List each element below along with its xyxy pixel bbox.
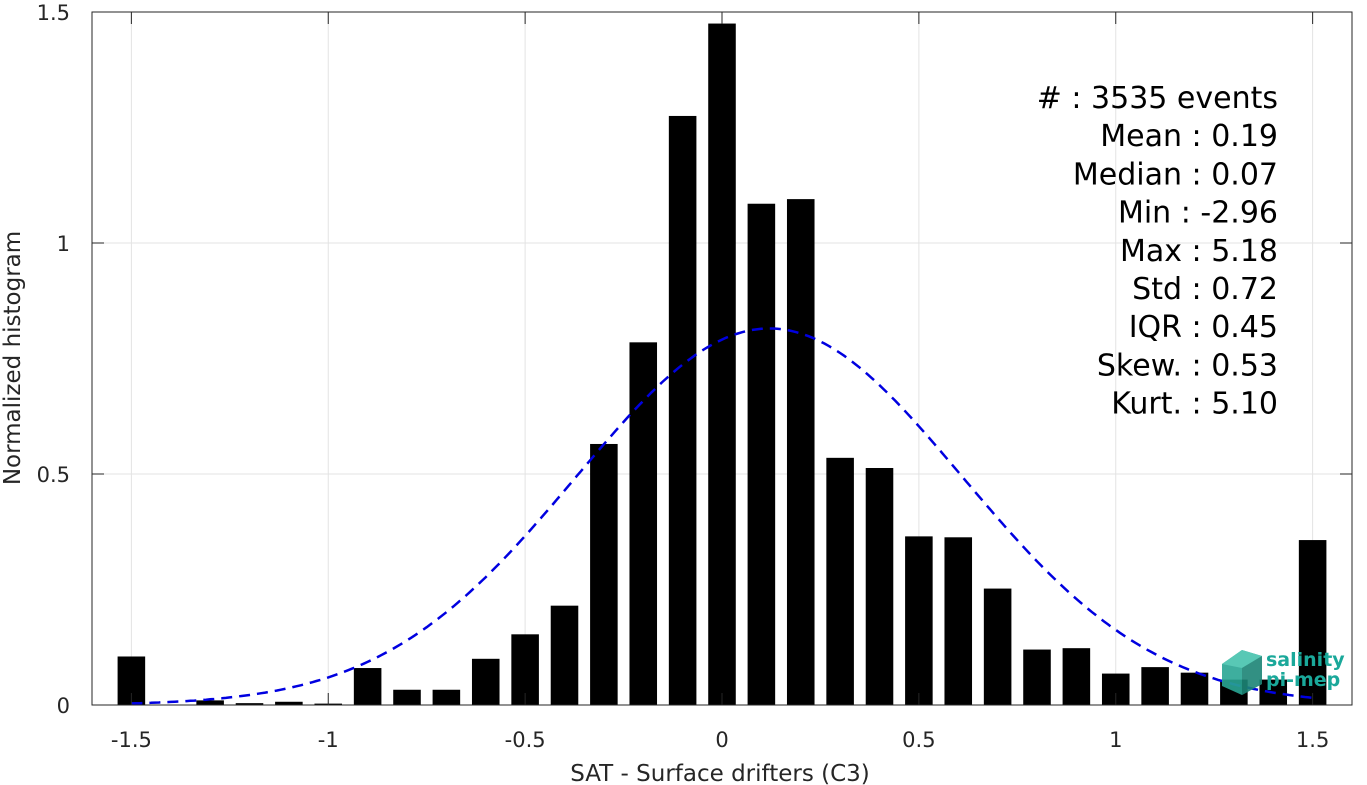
histogram-bar bbox=[944, 537, 973, 705]
stats-line: # : 3535 events bbox=[1037, 81, 1278, 116]
stats-line: Median : 0.07 bbox=[1073, 157, 1278, 192]
stats-line: Kurt. : 5.10 bbox=[1111, 387, 1278, 422]
histogram-bar bbox=[432, 689, 461, 705]
x-tick-label: -1 bbox=[318, 728, 339, 752]
histogram-bar bbox=[1062, 648, 1091, 705]
y-tick-label: 0.5 bbox=[37, 463, 70, 487]
histogram-bar bbox=[708, 23, 736, 706]
histogram-bar bbox=[275, 701, 303, 705]
histogram-bar bbox=[1298, 540, 1327, 705]
histogram-bar bbox=[668, 115, 697, 705]
x-tick-label: 1 bbox=[1109, 728, 1122, 752]
histogram-bar bbox=[786, 199, 815, 706]
histogram-bar bbox=[353, 668, 382, 705]
logo-line1: salinity bbox=[1266, 649, 1345, 671]
y-tick-label: 1 bbox=[57, 232, 70, 256]
histogram-bar bbox=[905, 536, 933, 705]
histogram-bar bbox=[865, 467, 894, 705]
histogram-bar bbox=[196, 700, 224, 705]
stats-line: Skew. : 0.53 bbox=[1097, 348, 1278, 383]
stats-line: Mean : 0.19 bbox=[1100, 119, 1278, 154]
stats-line: Std : 0.72 bbox=[1132, 272, 1278, 307]
logo-line2: pi-mep bbox=[1266, 669, 1340, 691]
stats-line: IQR : 0.45 bbox=[1129, 310, 1278, 345]
histogram-bar bbox=[629, 342, 658, 705]
x-tick-label: 0.5 bbox=[902, 728, 935, 752]
stats-line: Min : -2.96 bbox=[1118, 196, 1278, 231]
x-tick-labels: -1.5 -1 -0.5 0 0.5 1 1.5 bbox=[111, 728, 1329, 752]
histogram-bar bbox=[983, 588, 1012, 705]
histogram-bar bbox=[235, 703, 264, 705]
y-axis-label: Normalized histogram bbox=[0, 231, 26, 485]
histogram-bar bbox=[471, 658, 500, 705]
y-tick-label: 1.5 bbox=[37, 1, 70, 25]
axes-box bbox=[91, 11, 1353, 706]
x-tick-label: -1.5 bbox=[111, 728, 152, 752]
gaussian-fit-curve bbox=[131, 327, 1313, 705]
histogram-bar bbox=[1141, 667, 1169, 705]
x-tick-label: -0.5 bbox=[505, 728, 546, 752]
x-axis-label: SAT - Surface drifters (C3) bbox=[570, 761, 870, 785]
y-tick-labels: 0 0.5 1 1.5 bbox=[37, 1, 70, 718]
histogram-bar bbox=[747, 203, 776, 706]
logo-cube-icon bbox=[1222, 650, 1262, 695]
histogram-bar bbox=[1023, 649, 1051, 705]
y-tick-label: 0 bbox=[57, 694, 70, 718]
histogram-bar bbox=[550, 605, 579, 705]
x-tick-label: 1.5 bbox=[1296, 728, 1329, 752]
histogram-bar bbox=[393, 689, 421, 705]
histogram-bar bbox=[1180, 672, 1209, 705]
stats-line: Max : 5.18 bbox=[1120, 234, 1278, 269]
salinity-pimep-logo: salinity pi-mep bbox=[1222, 649, 1345, 695]
histogram-bar bbox=[590, 443, 618, 705]
histogram-bar bbox=[826, 457, 854, 705]
x-tick-label: 0 bbox=[715, 728, 728, 752]
